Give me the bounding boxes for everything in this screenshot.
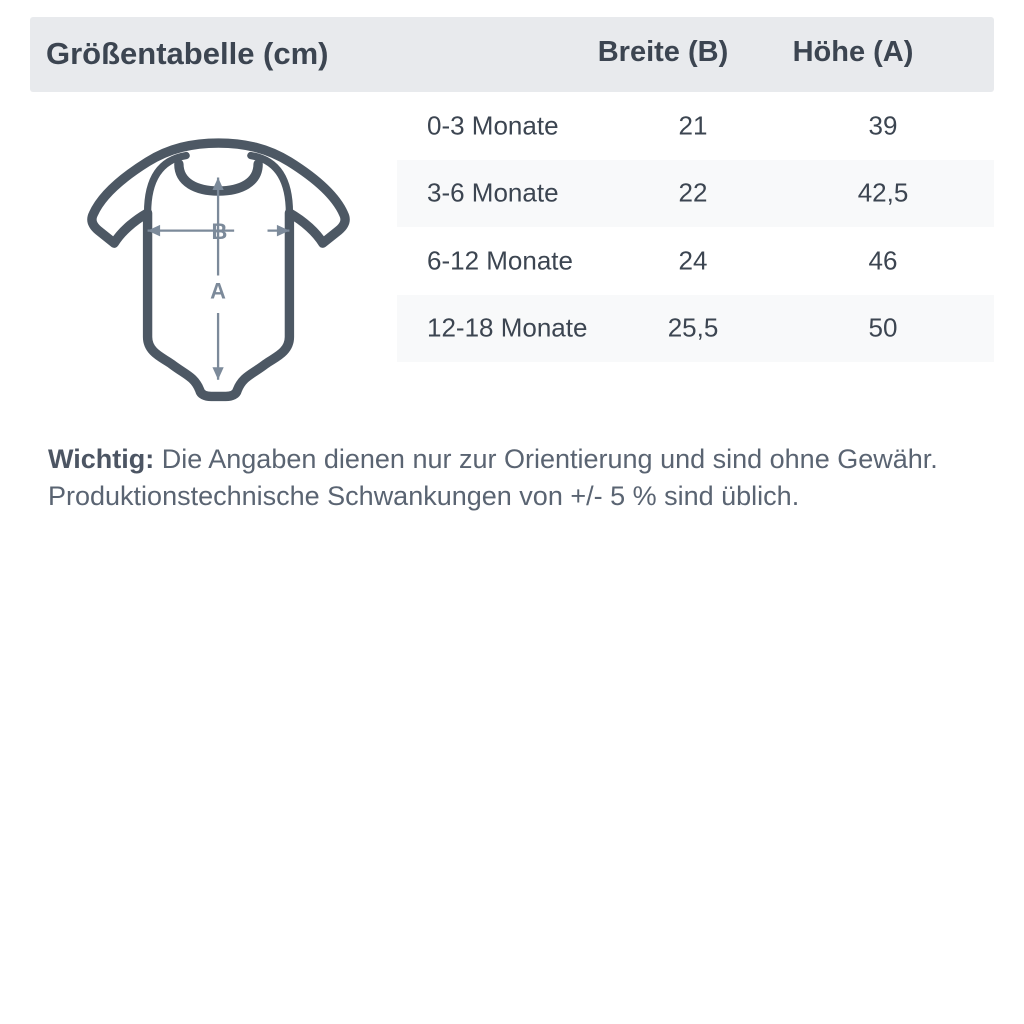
- svg-text:B: B: [212, 219, 228, 244]
- svg-text:A: A: [210, 278, 226, 303]
